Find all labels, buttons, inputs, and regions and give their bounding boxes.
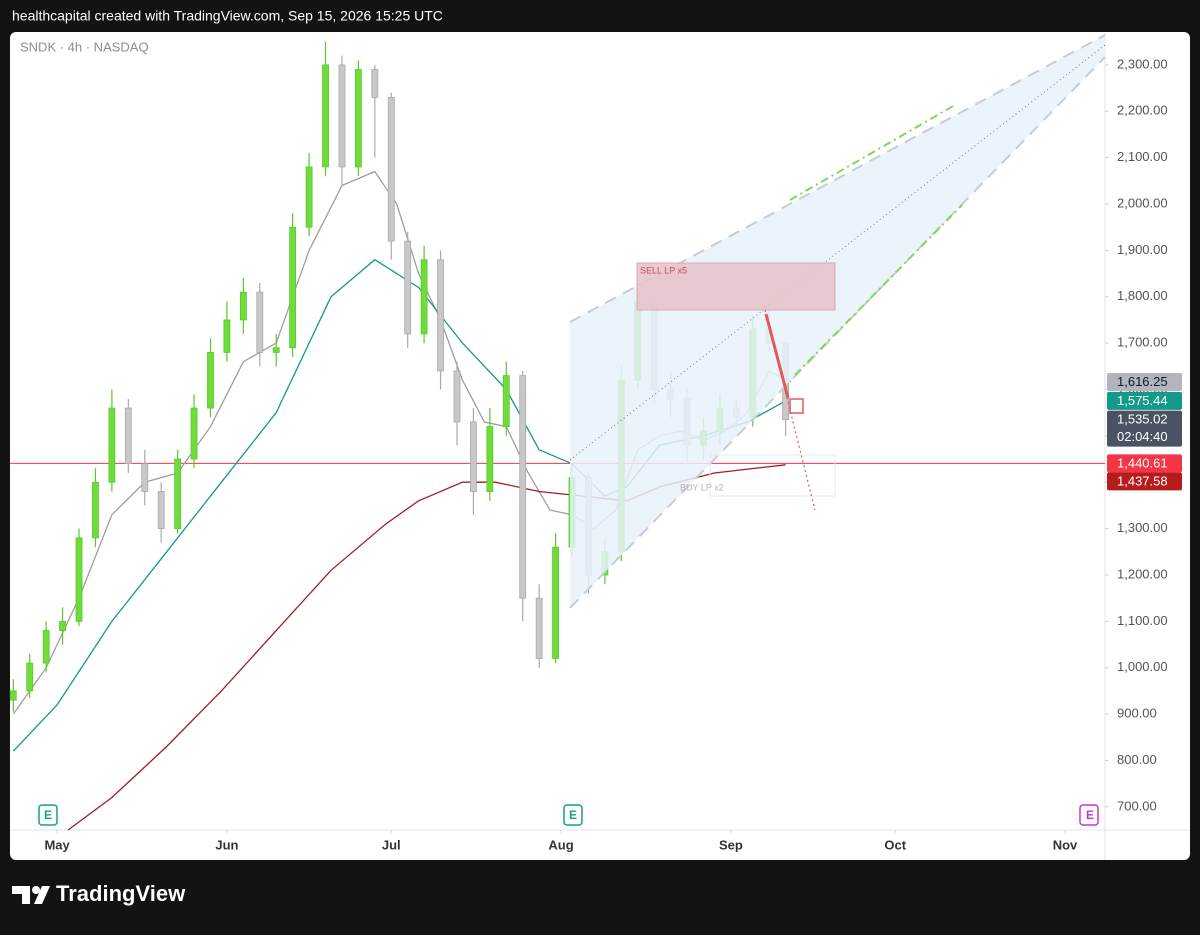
candle-body [371, 69, 379, 98]
candle-body [387, 96, 395, 242]
logo-mark [32, 886, 40, 894]
candle-body [470, 421, 477, 492]
y-tick-label: 2,100.00 [1117, 149, 1168, 164]
candle-body [239, 291, 247, 321]
candle-body [535, 597, 543, 659]
x-tick-label: Nov [1053, 837, 1078, 852]
candle-body [453, 370, 461, 423]
price-tag-label: 1,440.61 [1117, 455, 1168, 470]
candle-body [124, 407, 132, 465]
countdown: 02:04:40 [1117, 429, 1168, 444]
x-tick-label: Oct [884, 837, 906, 852]
price-tag-label: 1,575.44 [1117, 393, 1168, 408]
sell-zone [636, 262, 836, 311]
candle-body [305, 166, 313, 228]
x-tick-label: Sep [719, 837, 743, 852]
candle-body [223, 319, 231, 353]
x-tick-label: Jun [215, 837, 238, 852]
header: healthcapital created with TradingView.c… [12, 8, 443, 24]
price-tag [1107, 391, 1182, 410]
footer-logo: TradingView [12, 881, 186, 906]
symbol-title: SNDK · 4h · NASDAQ [20, 39, 149, 54]
candle-body [42, 630, 50, 664]
projection-line [764, 309, 816, 511]
price-tag-label: 1,616.25 [1117, 374, 1168, 389]
x-tick-label: Jul [382, 837, 401, 852]
y-tick-label: 2,300.00 [1117, 56, 1168, 71]
earnings-marker[interactable] [1079, 804, 1099, 826]
candle-body [256, 291, 264, 353]
candle-body [502, 375, 510, 427]
candle-body [404, 240, 412, 335]
candle-body [354, 69, 362, 168]
candle-body [519, 375, 527, 599]
drop-line [764, 313, 790, 399]
price-tag [1107, 472, 1182, 491]
target-line [794, 204, 963, 376]
candle-body [272, 347, 280, 353]
candle-body [486, 426, 494, 492]
earnings-marker-label: E [44, 808, 52, 822]
channel-fill [570, 35, 1105, 608]
candle-body [289, 226, 297, 349]
candle-body [420, 259, 428, 335]
earnings-marker-label: E [1086, 808, 1094, 822]
candle-body [157, 491, 165, 530]
y-tick-label: 1,800.00 [1117, 288, 1168, 303]
earnings-markers: E E E [38, 804, 1099, 826]
candle-body [552, 546, 559, 659]
buy-label: BUY LP x2 [680, 482, 724, 492]
target-line [789, 104, 956, 201]
y-tick-label: 2,000.00 [1117, 195, 1168, 210]
drawings: SELL LP x5 BUY LP x2 [569, 34, 1106, 609]
y-tick-label: 700.00 [1117, 798, 1157, 813]
logo-mark [12, 886, 30, 904]
candle-body [190, 407, 198, 460]
candle-body [322, 64, 329, 168]
y-tick-label: 1,700.00 [1117, 335, 1168, 350]
buy-zone [709, 454, 836, 497]
candle-body [9, 690, 17, 701]
channel-mid [569, 44, 1106, 461]
y-tick-label: 1,000.00 [1117, 659, 1168, 674]
y-tick-label: 2,200.00 [1117, 103, 1168, 118]
footer-brand: TradingView [56, 881, 186, 906]
y-tick-label: 900.00 [1117, 706, 1157, 721]
x-tick-label: Aug [548, 837, 573, 852]
earnings-marker[interactable] [563, 804, 583, 826]
logo-mark [34, 886, 50, 904]
price-tag-label: 1,535.02 [1117, 412, 1168, 427]
candle-body [207, 352, 214, 409]
x-tick-label: May [44, 837, 70, 852]
y-tick-label: 1,900.00 [1117, 242, 1168, 257]
earnings-marker[interactable] [38, 804, 58, 826]
marker-box [789, 398, 804, 414]
candle-body [437, 259, 444, 372]
candle-body [141, 463, 149, 492]
y-tick-label: 1,200.00 [1117, 566, 1168, 581]
price-tag-label: 1,437.58 [1117, 473, 1168, 488]
price-tag [1107, 454, 1182, 473]
y-tick-label: 1,300.00 [1117, 520, 1168, 535]
earnings-marker-label: E [569, 808, 577, 822]
price-tag [1107, 410, 1182, 447]
candle-body [108, 407, 116, 483]
candle-body [92, 481, 99, 539]
y-tick-label: 800.00 [1117, 752, 1157, 767]
candle-body [338, 64, 346, 168]
y-tick-label: 1,100.00 [1117, 613, 1168, 628]
candle-body [26, 662, 34, 692]
candle-body [59, 620, 66, 632]
candle-body [174, 458, 182, 530]
candle-body [75, 537, 83, 622]
sell-label: SELL LP x5 [640, 265, 687, 275]
price-tag [1107, 372, 1182, 391]
